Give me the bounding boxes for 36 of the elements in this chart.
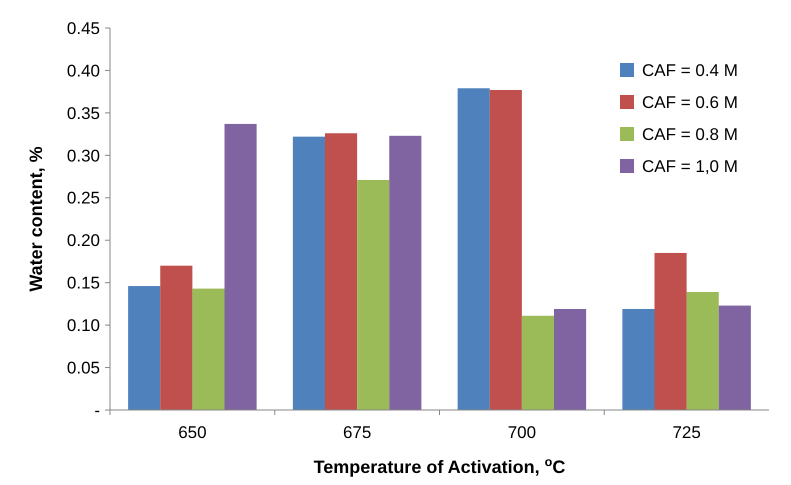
bar	[622, 308, 654, 410]
legend-label: CAF = 0.8 M	[642, 124, 738, 144]
bar	[357, 180, 390, 410]
bar	[160, 266, 192, 410]
x-tick-label: 650	[178, 423, 207, 442]
y-tick-label: 0.25	[66, 188, 100, 208]
x-tick-label: 675	[342, 423, 372, 442]
y-tick-label: 0.35	[66, 104, 100, 123]
bar	[192, 288, 224, 410]
bar	[389, 136, 422, 410]
bar	[128, 286, 160, 410]
bar	[490, 90, 522, 410]
bar	[292, 136, 325, 410]
x-tick-label: 725	[672, 423, 701, 442]
bar	[654, 252, 687, 410]
bar	[522, 316, 554, 410]
legend-label: CAF = 1,0 M	[642, 156, 738, 176]
legend-label: CAF = 0.4 M	[642, 60, 738, 80]
bar	[458, 88, 490, 410]
x-tick-label: 700	[508, 423, 536, 442]
bar	[325, 133, 358, 410]
bar	[718, 306, 751, 410]
bar	[224, 124, 257, 410]
y-tick-label: 0.30	[66, 146, 100, 166]
y-tick-label: 0.15	[66, 274, 100, 293]
y-axis-title: Water content, %	[26, 146, 46, 292]
bar	[554, 308, 586, 410]
legend-label: CAF = 0.6 M	[642, 92, 738, 112]
x-axis-title: Temperature of Activation, $^{o}$C	[314, 455, 566, 477]
bar	[686, 292, 719, 410]
y-tick-label: 0.05	[66, 358, 100, 378]
y-tick-label: 0.45	[66, 18, 100, 38]
y-tick-label: 0.40	[66, 61, 100, 80]
y-tick-label: 0.10	[66, 316, 100, 336]
y-tick-label: -	[94, 400, 100, 420]
y-tick-label: 0.20	[66, 231, 100, 250]
